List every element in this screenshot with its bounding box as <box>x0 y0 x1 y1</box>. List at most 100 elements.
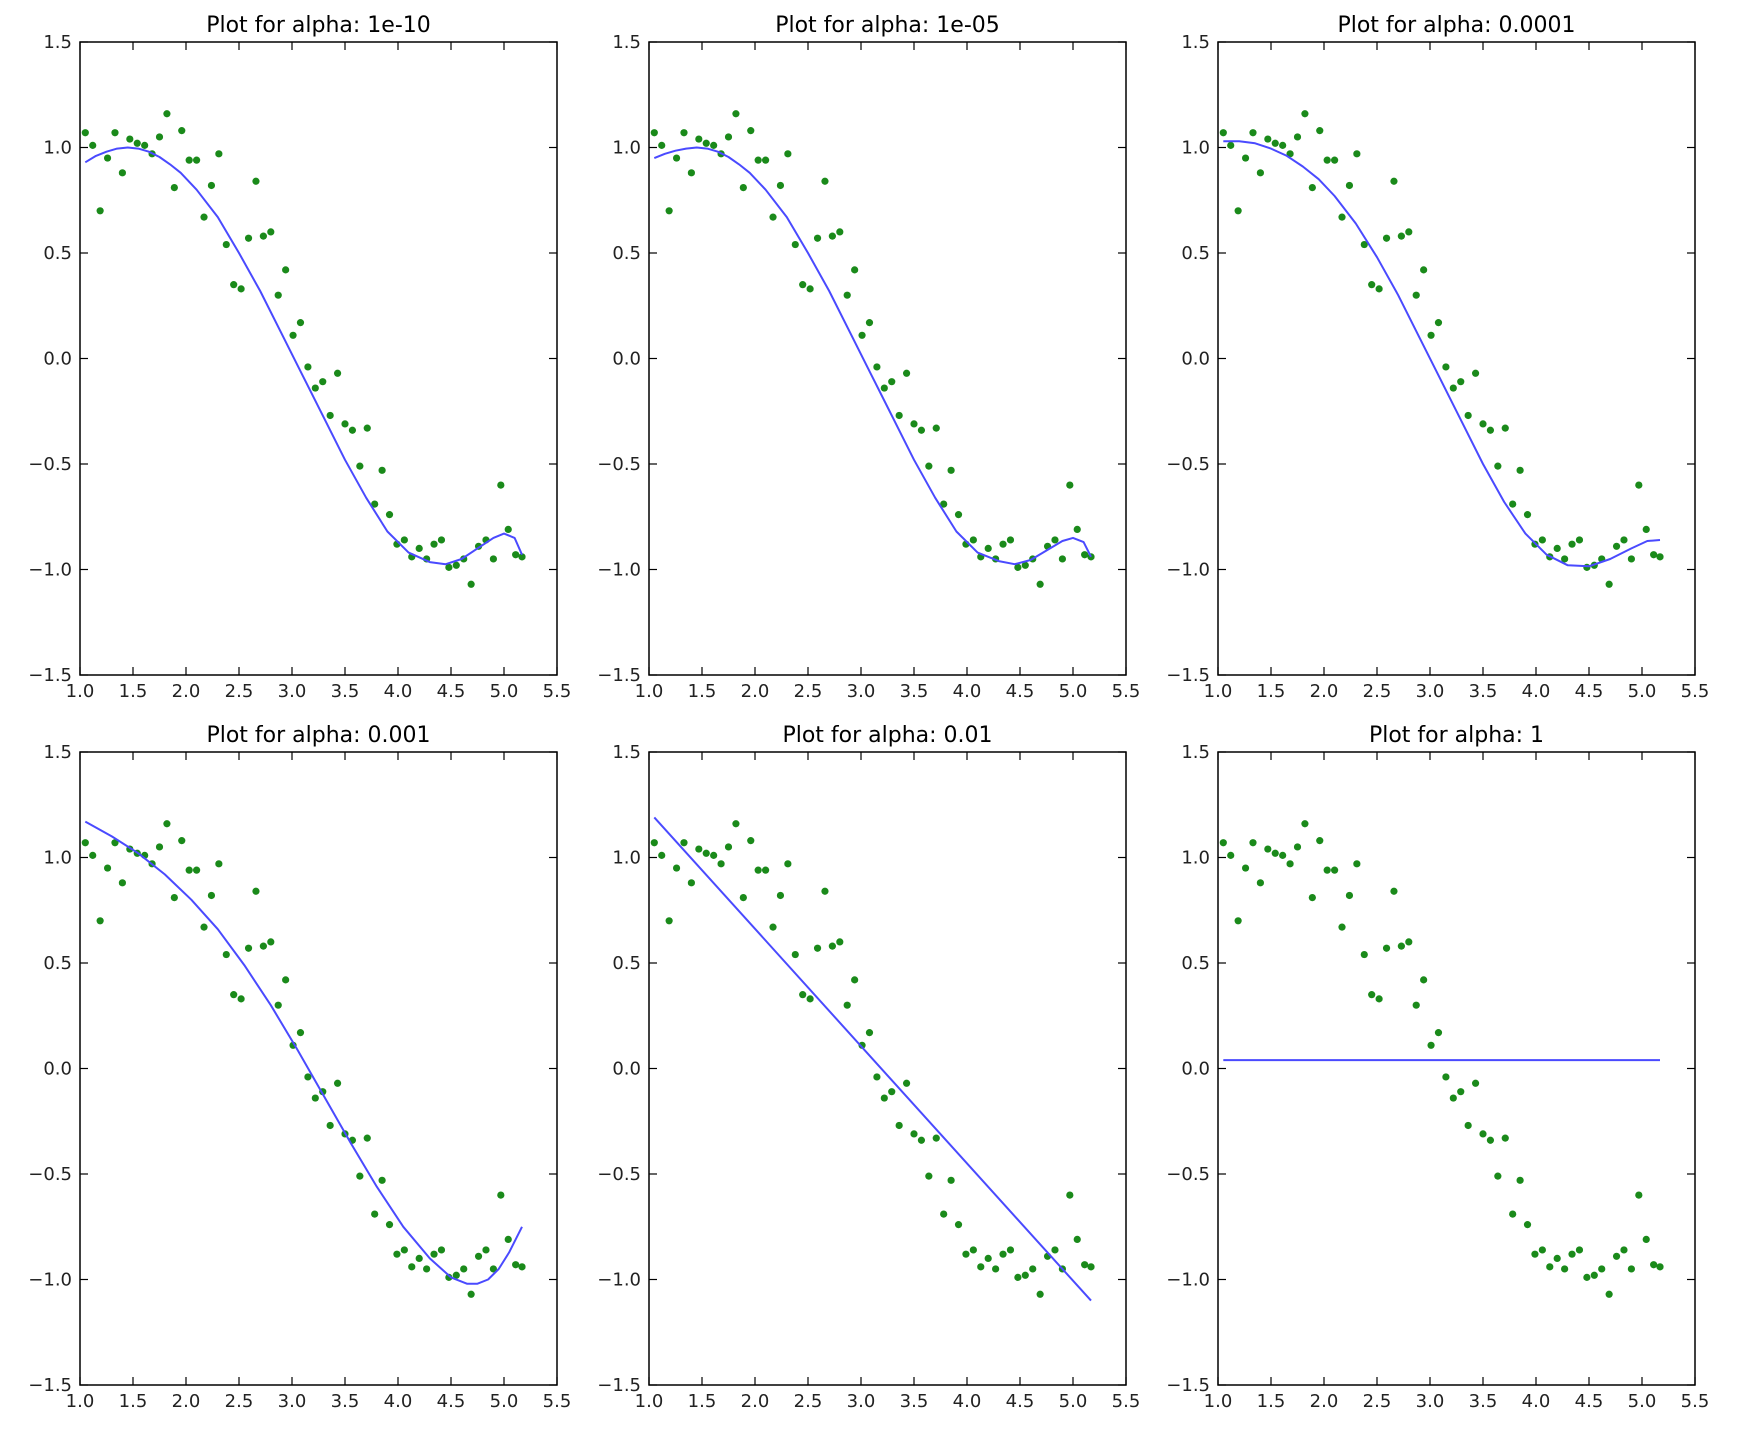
x-tick-label: 2.0 <box>172 681 201 702</box>
data-point <box>1509 1210 1517 1218</box>
data-point <box>215 150 223 158</box>
data-point <box>851 266 859 274</box>
x-tick-label: 5.0 <box>1628 1391 1657 1412</box>
data-point <box>1073 525 1081 534</box>
data-point <box>1081 551 1089 559</box>
data-point <box>1553 544 1561 553</box>
y-tick-label: −0.5 <box>28 1164 72 1185</box>
data-point <box>282 976 290 984</box>
x-tick-label: 5.5 <box>1681 681 1710 702</box>
x-tick-label: 3.5 <box>331 1391 360 1412</box>
data-point <box>378 466 386 474</box>
data-point <box>1271 849 1279 857</box>
data-point <box>452 1271 460 1279</box>
data-point <box>724 843 733 851</box>
y-tick-label: −1.0 <box>597 1270 641 1291</box>
y-tick-label: −0.5 <box>28 454 72 475</box>
data-point <box>393 1250 401 1258</box>
subplot-6: Plot for alpha: 1 1.0 1.5 2.0 2.5 3.0 3.5 4.0 4.… <box>1166 723 1709 1412</box>
data-point <box>828 232 836 240</box>
data-point <box>702 139 710 147</box>
y-tick-label: 1.0 <box>1181 138 1210 159</box>
data-point <box>880 384 888 392</box>
y-tick-label: 1.0 <box>43 138 72 159</box>
data-point <box>445 1273 453 1281</box>
x-tick-label: 2.0 <box>1310 681 1339 702</box>
data-point <box>193 156 201 164</box>
y-tick-label: −1.5 <box>28 665 72 686</box>
y-tick-label: 0.5 <box>1181 953 1210 974</box>
data-point <box>1561 555 1569 563</box>
data-point <box>851 976 859 984</box>
data-point <box>1051 536 1059 544</box>
data-point <box>865 319 874 327</box>
data-point <box>932 1134 940 1142</box>
data-point <box>1360 240 1368 249</box>
data-point <box>1382 944 1391 952</box>
data-point <box>1279 851 1287 859</box>
data-point <box>1375 285 1383 293</box>
data-point <box>1583 1273 1591 1281</box>
data-point <box>230 281 238 289</box>
fit-line <box>84 820 523 1285</box>
data-point <box>1650 1261 1658 1269</box>
x-tick-label: 5.5 <box>1112 681 1141 702</box>
data-point <box>1642 525 1650 534</box>
x-tick-label: 3.0 <box>847 1391 876 1412</box>
data-point <box>1471 1079 1480 1087</box>
data-point <box>103 154 112 162</box>
data-point <box>1308 893 1316 902</box>
data-point <box>200 923 208 931</box>
data-point <box>333 369 342 377</box>
subplot-2: Plot for alpha: 1e-05 1.0 1.5 2.0 2.5 3.0 3.5 4… <box>597 13 1140 702</box>
data-point <box>888 378 896 386</box>
data-point <box>984 1254 992 1262</box>
data-point <box>460 1265 468 1273</box>
data-point <box>1249 839 1257 847</box>
data-point <box>1523 1221 1532 1229</box>
data-point <box>1249 129 1257 137</box>
y-tick-label: 1.5 <box>43 742 72 763</box>
data-point <box>1014 563 1022 571</box>
data-point <box>1323 866 1331 874</box>
data-point <box>1501 424 1509 432</box>
data-point <box>118 169 126 177</box>
data-point <box>1397 942 1405 950</box>
data-point <box>717 860 725 868</box>
y-tick-label: 0.5 <box>612 243 641 264</box>
data-point <box>1308 183 1316 192</box>
data-point <box>1427 1041 1435 1049</box>
data-point <box>311 1094 319 1102</box>
x-tick-label: 1.0 <box>66 1391 95 1412</box>
data-point <box>843 1001 851 1009</box>
data-point <box>1021 561 1029 569</box>
data-point <box>1051 1246 1059 1254</box>
data-point <box>1338 213 1346 221</box>
plot-title: Plot for alpha: 1e-10 <box>206 13 431 38</box>
data-point <box>672 864 681 872</box>
y-tick-label: 1.5 <box>1181 32 1210 53</box>
y-tick-label: −1.0 <box>28 1270 72 1291</box>
data-point <box>1442 363 1450 371</box>
data-point <box>1219 839 1227 847</box>
x-tick-label: 5.0 <box>1059 1391 1088 1412</box>
data-point <box>1523 511 1532 519</box>
data-point <box>732 820 740 828</box>
data-point <box>518 1263 526 1271</box>
data-point <box>252 887 260 895</box>
data-point <box>267 228 275 236</box>
data-point <box>1442 1073 1450 1081</box>
data-point <box>1066 1191 1074 1199</box>
data-point <box>695 135 703 143</box>
data-point <box>1457 378 1465 386</box>
x-tick-label: 4.5 <box>1575 681 1604 702</box>
data-point <box>747 837 755 845</box>
data-point <box>806 995 814 1003</box>
data-point <box>163 820 171 828</box>
data-point <box>1635 1191 1643 1199</box>
data-point <box>984 544 992 553</box>
data-point <box>489 1265 497 1273</box>
data-point <box>836 938 844 946</box>
data-point <box>910 1130 918 1138</box>
data-point <box>1256 879 1264 887</box>
